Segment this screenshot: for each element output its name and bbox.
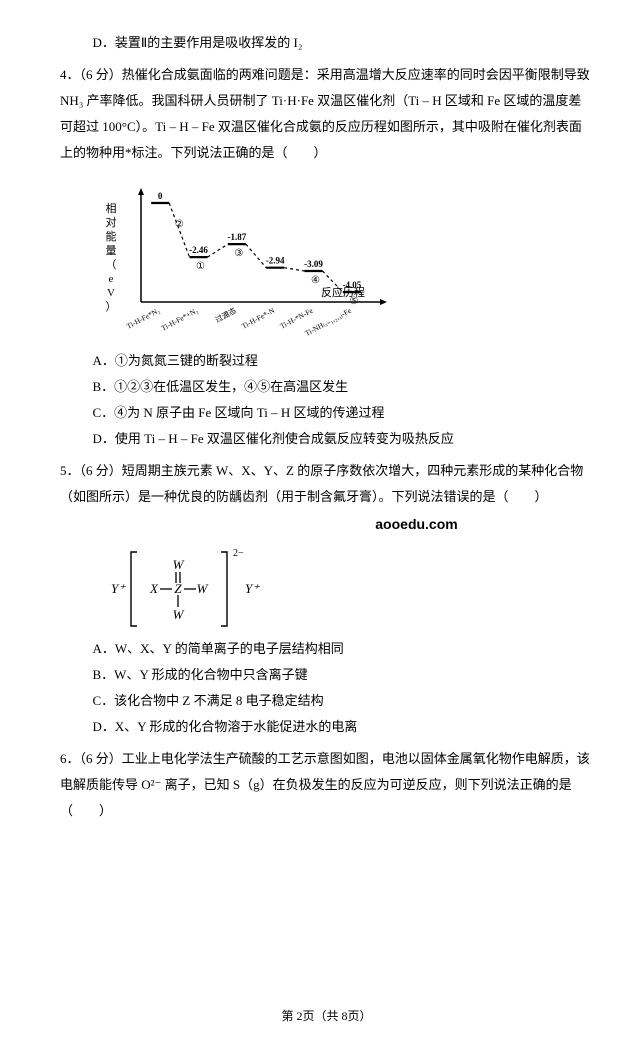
watermark: aooedu.com: [60, 510, 593, 538]
q4-option-b: B．①②③在低温区发生，④⑤在高温区发生: [60, 374, 593, 400]
svg-text:Ti-H-Fe*N₂: Ti-H-Fe*N₂: [125, 306, 161, 331]
svg-text:Ti-H-Fe*-N: Ti-H-Fe*-N: [240, 306, 277, 331]
svg-text:Z: Z: [174, 581, 182, 596]
svg-text:Ti-H-Fe*+N₂: Ti-H-Fe*+N₂: [159, 306, 199, 333]
svg-text:对: 对: [105, 215, 116, 229]
svg-text:-1.87: -1.87: [227, 232, 246, 242]
svg-text:-2.94: -2.94: [265, 256, 284, 266]
svg-text:）: ）: [105, 300, 116, 313]
svg-text:（: （: [105, 258, 116, 271]
page-footer: 第 2页（共 8页）: [60, 1004, 593, 1028]
svg-text:②: ②: [174, 219, 183, 230]
q3-option-d: D．装置Ⅱ的主要作用是吸收挥发的 I₂: [60, 30, 593, 56]
q6-header: 6．（6 分）工业上电化学法生产硫酸的工艺示意图如图，电池以固体金属氧化物作电解…: [60, 746, 593, 824]
q5: 5．（6 分）短周期主族元素 W、X、Y、Z 的原子序数依次增大，四种元素形成的…: [60, 458, 593, 740]
svg-text:0: 0: [157, 191, 162, 201]
q4-option-a: A．①为氮氮三键的断裂过程: [60, 348, 593, 374]
q4-energy-diagram: 相对能量（eV）反应历程0-2.46②①-1.87③-2.94-3.09④-4.…: [93, 172, 403, 342]
svg-text:⑤: ⑤: [349, 296, 358, 307]
svg-text:相: 相: [105, 202, 116, 215]
q6: 6．（6 分）工业上电化学法生产硫酸的工艺示意图如图，电池以固体金属氧化物作电解…: [60, 746, 593, 824]
q4-option-c: C．④为 N 原子由 Fe 区域向 Ti – H 区域的传递过程: [60, 400, 593, 426]
svg-text:-3.09: -3.09: [304, 259, 323, 269]
q4: 4．（6 分）热催化合成氨面临的两难问题是：采用高温增大反应速率的同时会因平衡限…: [60, 62, 593, 452]
q5-header: 5．（6 分）短周期主族元素 W、X、Y、Z 的原子序数依次增大，四种元素形成的…: [60, 458, 593, 510]
svg-text:W: W: [172, 607, 184, 622]
q5-option-c: C．该化合物中 Z 不满足 8 电子稳定结构: [60, 688, 593, 714]
q4-chart: 相对能量（eV）反应历程0-2.46②①-1.87③-2.94-3.09④-4.…: [60, 172, 593, 342]
svg-text:④: ④: [311, 275, 320, 286]
q5-option-b: B．W、Y 形成的化合物中只含离子键: [60, 662, 593, 688]
svg-text:V: V: [107, 287, 115, 299]
svg-text:2−: 2−: [233, 548, 244, 559]
svg-text:e: e: [108, 273, 113, 285]
svg-text:-2.46: -2.46: [189, 245, 208, 255]
svg-text:Y⁺: Y⁺: [111, 581, 126, 596]
svg-text:能: 能: [105, 229, 116, 243]
svg-text:W: W: [172, 557, 184, 572]
q4-option-d: D．使用 Ti – H – Fe 双温区催化剂使合成氨反应转变为吸热反应: [60, 426, 593, 452]
q5-structure-diagram: 2−Y⁺Y⁺WXZWW: [93, 542, 273, 632]
svg-text:W: W: [196, 581, 208, 596]
q4-header: 4．（6 分）热催化合成氨面临的两难问题是：采用高温增大反应速率的同时会因平衡限…: [60, 62, 593, 166]
svg-text:X: X: [149, 581, 159, 596]
svg-text:量: 量: [105, 244, 116, 257]
q5-option-d: D．X、Y 形成的化合物溶于水能促进水的电离: [60, 714, 593, 740]
svg-text:①: ①: [196, 261, 205, 272]
svg-text:Y⁺: Y⁺: [245, 581, 260, 596]
svg-text:③: ③: [234, 248, 243, 259]
q5-option-a: A．W、X、Y 的简单离子的电子层结构相同: [60, 636, 593, 662]
svg-text:-4.05: -4.05: [342, 280, 361, 290]
q5-structure: 2−Y⁺Y⁺WXZWW: [60, 542, 593, 632]
svg-text:过渡态: 过渡态: [213, 305, 238, 325]
